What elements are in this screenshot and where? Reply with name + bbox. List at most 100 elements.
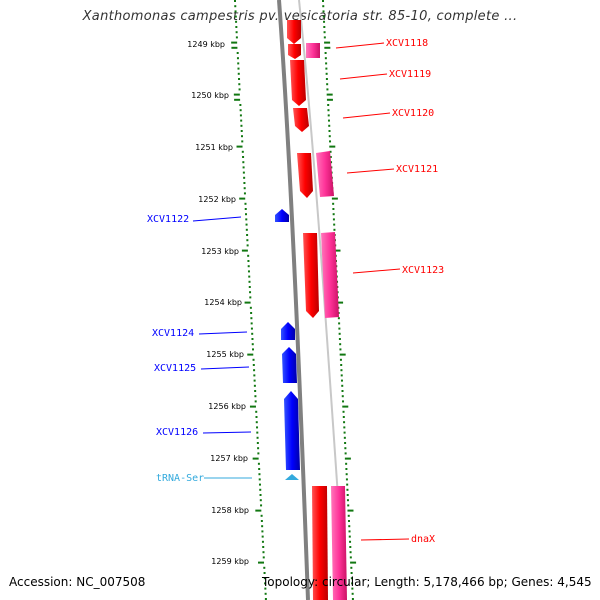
gene-XCV1124-arrow: [281, 322, 295, 340]
tick-mark: [246, 239, 249, 242]
gene-label-XCV1125[interactable]: XCV1125: [154, 363, 196, 374]
gene-label-dnaX[interactable]: dnaX: [411, 534, 435, 545]
tick-mark: [328, 130, 331, 132]
tick-mark: [340, 369, 343, 372]
tick-mark: [344, 442, 347, 444]
tick-mark: [250, 312, 253, 314]
leader-XCV1120: [342, 112, 391, 119]
tick-mark: [258, 468, 261, 470]
gene-label-XCV1118[interactable]: XCV1118: [386, 38, 428, 49]
tick-mark: [322, 0, 324, 2]
tick-mark: [341, 390, 344, 392]
tick-mark: [245, 218, 248, 221]
tick-mark: [240, 119, 243, 122]
tick-mark: [343, 436, 346, 439]
tick-mark: [329, 145, 336, 148]
tick-mark: [264, 587, 267, 590]
tick-mark: [251, 343, 254, 346]
tick-mark: [231, 46, 238, 49]
backbone-arc: [277, 0, 310, 600]
tick-mark: [252, 457, 259, 460]
tick-mark: [235, 26, 238, 28]
tick-mark: [329, 140, 332, 143]
tick-mark: [255, 421, 258, 424]
tick-mark: [257, 447, 260, 450]
tick-mark: [235, 31, 238, 34]
tick-mark: [261, 540, 264, 543]
tick-mark: [256, 426, 259, 429]
gene-label-XCV1119[interactable]: XCV1119: [389, 69, 431, 80]
forward-cds: [306, 43, 347, 600]
tick-mark: [324, 41, 331, 44]
tick-mark: [331, 197, 338, 200]
tick-mark: [247, 353, 254, 356]
tick-mark: [348, 530, 351, 533]
tick-mark: [252, 358, 255, 361]
forward-genes: [287, 20, 328, 600]
tick-mark: [326, 83, 329, 86]
tick-mark: [238, 83, 241, 86]
tick-mark: [244, 301, 251, 304]
tick-mark: [261, 535, 264, 538]
kbp-label: 1256 kbp: [208, 402, 246, 411]
gene-label-XCV1122[interactable]: XCV1122: [147, 214, 189, 225]
tick-mark: [247, 265, 250, 268]
tick-mark: [245, 228, 248, 231]
tick-mark: [342, 410, 345, 413]
gene-label-XCV1121[interactable]: XCV1121: [396, 164, 438, 175]
gene-label-trna-ser[interactable]: tRNA-Ser: [156, 473, 204, 484]
kbp-label: 1258 kbp: [211, 506, 249, 515]
tick-mark: [234, 0, 236, 2]
label-leaders: [192, 42, 410, 541]
tick-mark: [343, 426, 346, 429]
cds-XCV1123: [321, 232, 339, 318]
reverse-genes: [275, 209, 300, 480]
tick-mark: [239, 109, 242, 112]
gene-label-XCV1123[interactable]: XCV1123: [402, 265, 444, 276]
tick-mark: [236, 145, 243, 148]
tick-mark: [338, 322, 341, 325]
tick-mark: [262, 546, 265, 548]
tick-mark: [261, 530, 264, 533]
gene-XCV1122-arrow: [275, 209, 289, 222]
tick-mark: [248, 275, 251, 278]
kbp-label: 1257 kbp: [210, 454, 248, 463]
leader-XCV1118: [335, 42, 385, 49]
kbp-labels: 1249 kbp 1250 kbp 1251 kbp 1252 kbp 1253…: [187, 40, 249, 566]
tick-mark: [323, 31, 326, 34]
tick-mark: [241, 140, 244, 143]
tick-mark: [263, 577, 266, 580]
tick-mark: [341, 395, 344, 398]
tick-mark: [350, 572, 353, 574]
tick-mark: [252, 364, 255, 366]
tick-mark: [338, 338, 341, 340]
gene-XCV1118-arrow: [287, 20, 301, 44]
tick-mark: [258, 483, 261, 486]
tick-mark: [323, 36, 326, 39]
tick-mark: [325, 78, 328, 80]
tick-mark: [350, 577, 353, 580]
tick-mark: [242, 171, 245, 174]
tick-mark: [351, 598, 354, 600]
tick-mark: [344, 457, 351, 460]
tick-mark: [329, 150, 332, 153]
tick-mark: [263, 566, 266, 569]
tick-mark: [337, 301, 344, 304]
tick-mark: [249, 306, 252, 309]
tick-mark: [345, 468, 348, 470]
gene-label-XCV1120[interactable]: XCV1120: [392, 108, 434, 119]
tick-mark: [346, 488, 349, 491]
gene-XCV1123-arrow: [303, 233, 319, 318]
tick-mark: [324, 52, 327, 54]
tick-mark: [242, 166, 245, 169]
kbp-label: 1250 kbp: [191, 91, 229, 100]
gene-label-XCV1124[interactable]: XCV1124: [152, 328, 194, 339]
tick-mark: [344, 452, 347, 455]
tick-mark: [334, 249, 341, 252]
tick-mark: [350, 566, 353, 569]
tick-mark: [243, 192, 246, 195]
tick-mark: [346, 499, 349, 502]
tick-mark: [257, 452, 260, 455]
gene-label-XCV1126[interactable]: XCV1126: [156, 427, 198, 438]
tick-mark: [330, 161, 333, 164]
